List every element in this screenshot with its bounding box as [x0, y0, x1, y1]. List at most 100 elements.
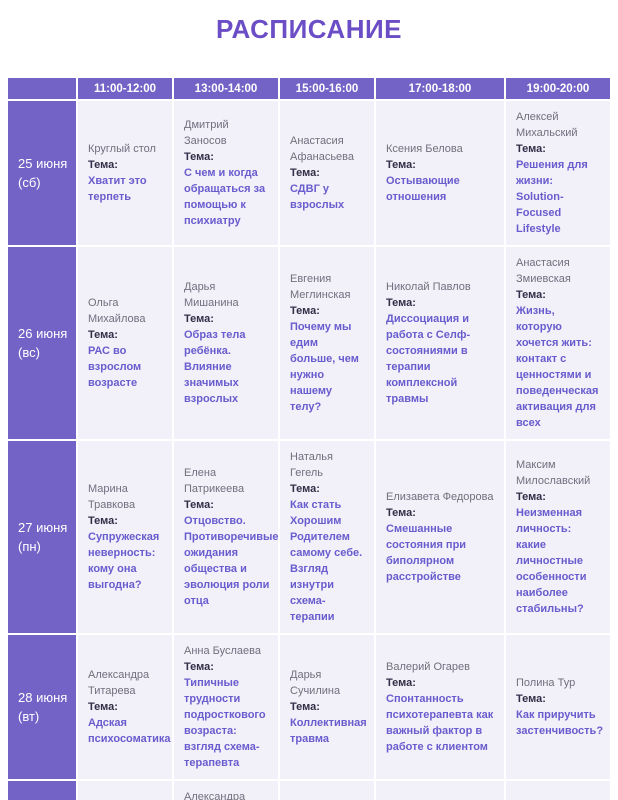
topic-text: Как стать Хорошим Родителем самому себе.…	[290, 499, 363, 623]
time-header-cell: 11:00-12:00	[78, 78, 172, 99]
session-cell: Анастасия Змиевская Тема: Жизнь, которую…	[506, 247, 610, 439]
topic-label: Тема:	[290, 305, 320, 317]
topic-label: Тема:	[88, 515, 118, 527]
session-cell: Дарья Мишанина Тема: Образ тела ребёнка.…	[174, 247, 278, 439]
topic-label: Тема:	[290, 701, 320, 713]
session-cell: Екатерина Зиброва Тема: Что такое разноо…	[506, 781, 610, 800]
topic-text: Спонтанность психотерапевта как важный ф…	[386, 693, 494, 753]
speaker-name: Анастасия Змиевская	[516, 257, 571, 285]
time-header-cell: 15:00-16:00	[280, 78, 374, 99]
speaker-name: Николай Павлов	[386, 281, 471, 293]
session-cell: Ольга Михайлова Тема: РАС во взрослом во…	[78, 247, 172, 439]
date-cell: 26 июня (вс)	[8, 247, 76, 439]
weekday-text: (вс)	[18, 345, 40, 360]
session-cell: Дарья Сучилина Тема: Коллективная травма	[280, 635, 374, 779]
topic-text: РАС во взрослом возрасте	[88, 345, 142, 389]
topic-text: Супружеская неверность: кому она выгодна…	[88, 531, 160, 591]
topic-label: Тема:	[516, 289, 546, 301]
page-title: РАСПИСАНИЕ	[215, 14, 403, 44]
session-cell: Наталья Гегель Тема: Как стать Хорошим Р…	[280, 441, 374, 633]
topic-text: Диссоциация и работа с Селф-состояниями …	[386, 313, 471, 405]
date-text: 27 июня	[18, 520, 68, 535]
time-header-cell: 17:00-18:00	[376, 78, 504, 99]
topic-label: Тема:	[386, 507, 416, 519]
topic-label: Тема:	[386, 677, 416, 689]
topic-label: Тема:	[184, 313, 214, 325]
topic-label: Тема:	[184, 499, 214, 511]
topic-text: СДВГ у взрослых	[290, 183, 345, 211]
session-cell: Елизавета Федорова Тема: Смешанные состо…	[376, 441, 504, 633]
topic-text: Отцовство. Противоречивые ожидания общес…	[184, 515, 279, 607]
session-cell: Максим Милославский Тема: Неизменная лич…	[506, 441, 610, 633]
speaker-name: Александра Титарева	[88, 669, 150, 697]
session-cell: Дарья Аверкова Тема: Стыд — темная сторо…	[78, 781, 172, 800]
speaker-name: Елизавета Федорова	[386, 491, 494, 503]
schedule-row: 26 июня (вс) Ольга Михайлова Тема: РАС в…	[8, 247, 610, 439]
speaker-name: Марина Травкова	[88, 483, 136, 511]
speaker-name: Елена Патрикеева	[184, 467, 245, 495]
session-cell: Ксения Белова Тема: Остывающие отношения	[376, 101, 504, 245]
weekday-text: (пн)	[18, 539, 41, 554]
session-cell: Анастасия Афанасьева Тема: СДВГ у взросл…	[280, 101, 374, 245]
topic-label: Тема:	[516, 143, 546, 155]
speaker-name: Максим Милославский	[516, 459, 591, 487]
speaker-name: Дарья Мишанина	[184, 281, 239, 309]
session-cell: Александра Ялтонская Тема: Загадочный зд…	[174, 781, 278, 800]
session-cell: Анна Бондаренко Тема: Перфекционизм: как…	[280, 781, 374, 800]
topic-label: Тема:	[184, 151, 214, 163]
topic-text: Хватит это терпеть	[88, 175, 147, 203]
speaker-name: Александра Ялтонская	[184, 791, 246, 800]
speaker-name: Ксения Белова	[386, 143, 463, 155]
speaker-name: Наталья Гегель	[290, 451, 333, 479]
topic-text: Коллективная травма	[290, 717, 367, 745]
topic-text: Решения для жизни: Solution-Focused Life…	[516, 159, 588, 235]
session-cell: Елена Патрикеева Тема: Отцовство. Против…	[174, 441, 279, 633]
date-text: 26 июня	[18, 326, 68, 341]
weekday-text: (вт)	[18, 709, 40, 724]
page: { "title": "РАСПИСАНИЕ", "colors": { "ac…	[0, 14, 618, 800]
speaker-name: Анастасия Афанасьева	[290, 135, 355, 163]
speaker-name: Ольга Михайлова	[88, 297, 146, 325]
session-cell: Николай Павлов Тема: Диссоциация и работ…	[376, 247, 504, 439]
topic-text: Образ тела ребёнка. Влияние значимых взр…	[184, 329, 246, 405]
weekday-text: (сб)	[18, 175, 41, 190]
date-cell: 27 июня (пн)	[8, 441, 76, 633]
session-cell: Круглый стол Тема: Хватит это терпеть	[78, 101, 172, 245]
topic-text: Почему мы едим больше, чем нужно нашему …	[290, 321, 359, 413]
schedule-row: 29 июня (ср) Дарья Аверкова Тема: Стыд —…	[8, 781, 610, 800]
topic-text: Смешанные состояния при биполярном расст…	[386, 523, 467, 583]
session-cell: Екатерина Терновая Тема: Пограничное рас…	[376, 781, 504, 800]
time-header-row: 11:00-12:00 13:00-14:00 15:00-16:00 17:0…	[8, 78, 610, 99]
topic-text: С чем и когда обращаться за помощью к пс…	[184, 167, 266, 227]
topic-label: Тема:	[516, 693, 546, 705]
session-cell: Марина Травкова Тема: Супружеская неверн…	[78, 441, 172, 633]
date-cell: 29 июня (ср)	[8, 781, 76, 800]
speaker-name: Алексей Михальский	[516, 111, 578, 139]
topic-label: Тема:	[290, 167, 320, 179]
session-cell: Алексей Михальский Тема: Решения для жиз…	[506, 101, 610, 245]
topic-label: Тема:	[88, 159, 118, 171]
topic-label: Тема:	[516, 491, 546, 503]
topic-label: Тема:	[88, 701, 118, 713]
session-cell: Полина Тур Тема: Как приручить застенчив…	[506, 635, 610, 779]
session-cell: Валерий Огарев Тема: Спонтанность психот…	[376, 635, 504, 779]
topic-text: Остывающие отношения	[386, 175, 460, 203]
time-header-cell: 13:00-14:00	[174, 78, 278, 99]
session-cell: Александра Титарева Тема: Адская психосо…	[78, 635, 172, 779]
topic-label: Тема:	[88, 329, 118, 341]
speaker-name: Анна Буслаева	[184, 645, 262, 657]
session-cell: Евгения Меглинская Тема: Почему мы едим …	[280, 247, 374, 439]
speaker-name: Дмитрий Заносов	[184, 119, 229, 147]
topic-text: Адская психосоматика	[88, 717, 171, 745]
speaker-name: Валерий Огарев	[386, 661, 470, 673]
topic-label: Тема:	[386, 159, 416, 171]
speaker-name: Дарья Сучилина	[290, 669, 341, 697]
date-text: 28 июня	[18, 690, 68, 705]
time-header-cell: 19:00-20:00	[506, 78, 610, 99]
session-cell: Анна Буслаева Тема: Типичные трудности п…	[174, 635, 278, 779]
schedule-table: 11:00-12:00 13:00-14:00 15:00-16:00 17:0…	[6, 76, 612, 800]
topic-label: Тема:	[386, 297, 416, 309]
date-cell: 25 июня (сб)	[8, 101, 76, 245]
schedule-row: 28 июня (вт) Александра Титарева Тема: А…	[8, 635, 610, 779]
topic-text: Типичные трудности подросткового возраст…	[184, 677, 266, 769]
